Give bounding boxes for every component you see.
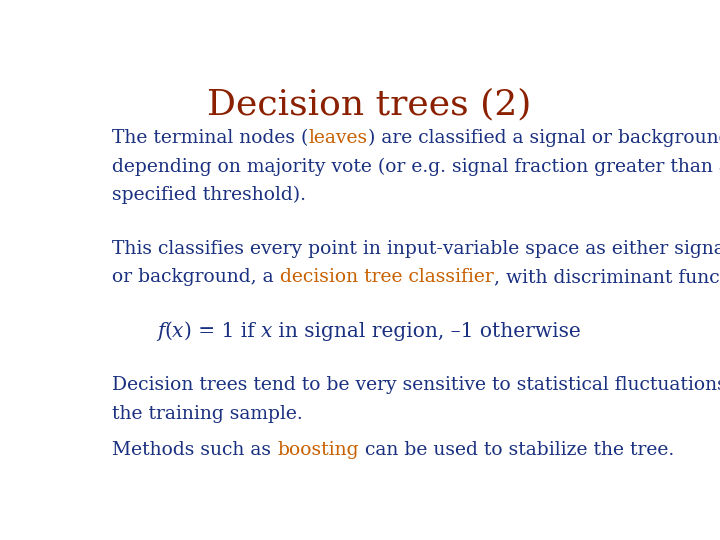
Text: Decision trees tend to be very sensitive to statistical fluctuations in: Decision trees tend to be very sensitive… (112, 376, 720, 394)
Text: or background, a: or background, a (112, 268, 280, 286)
Text: The terminal nodes (: The terminal nodes ( (112, 129, 309, 147)
Text: decision tree classifier: decision tree classifier (280, 268, 494, 286)
Text: f: f (157, 322, 164, 341)
Text: ) are classified a signal or background: ) are classified a signal or background (368, 129, 720, 147)
Text: ) = 1 if: ) = 1 if (184, 322, 261, 341)
Text: in signal region, –1 otherwise: in signal region, –1 otherwise (272, 322, 581, 341)
Text: , with discriminant function: , with discriminant function (494, 268, 720, 286)
Text: This classifies every point in input-variable space as either signal: This classifies every point in input-var… (112, 240, 720, 258)
Text: the training sample.: the training sample. (112, 404, 303, 422)
Text: Methods such as: Methods such as (112, 441, 277, 459)
Text: (: ( (164, 322, 172, 341)
Text: boosting: boosting (277, 441, 359, 459)
Text: depending on majority vote (or e.g. signal fraction greater than a: depending on majority vote (or e.g. sign… (112, 158, 720, 176)
Text: x: x (172, 322, 184, 341)
Text: specified threshold).: specified threshold). (112, 186, 306, 204)
Text: Decision trees (2): Decision trees (2) (207, 87, 531, 122)
Text: can be used to stabilize the tree.: can be used to stabilize the tree. (359, 441, 674, 459)
Text: leaves: leaves (309, 129, 368, 147)
Text: x: x (261, 322, 272, 341)
